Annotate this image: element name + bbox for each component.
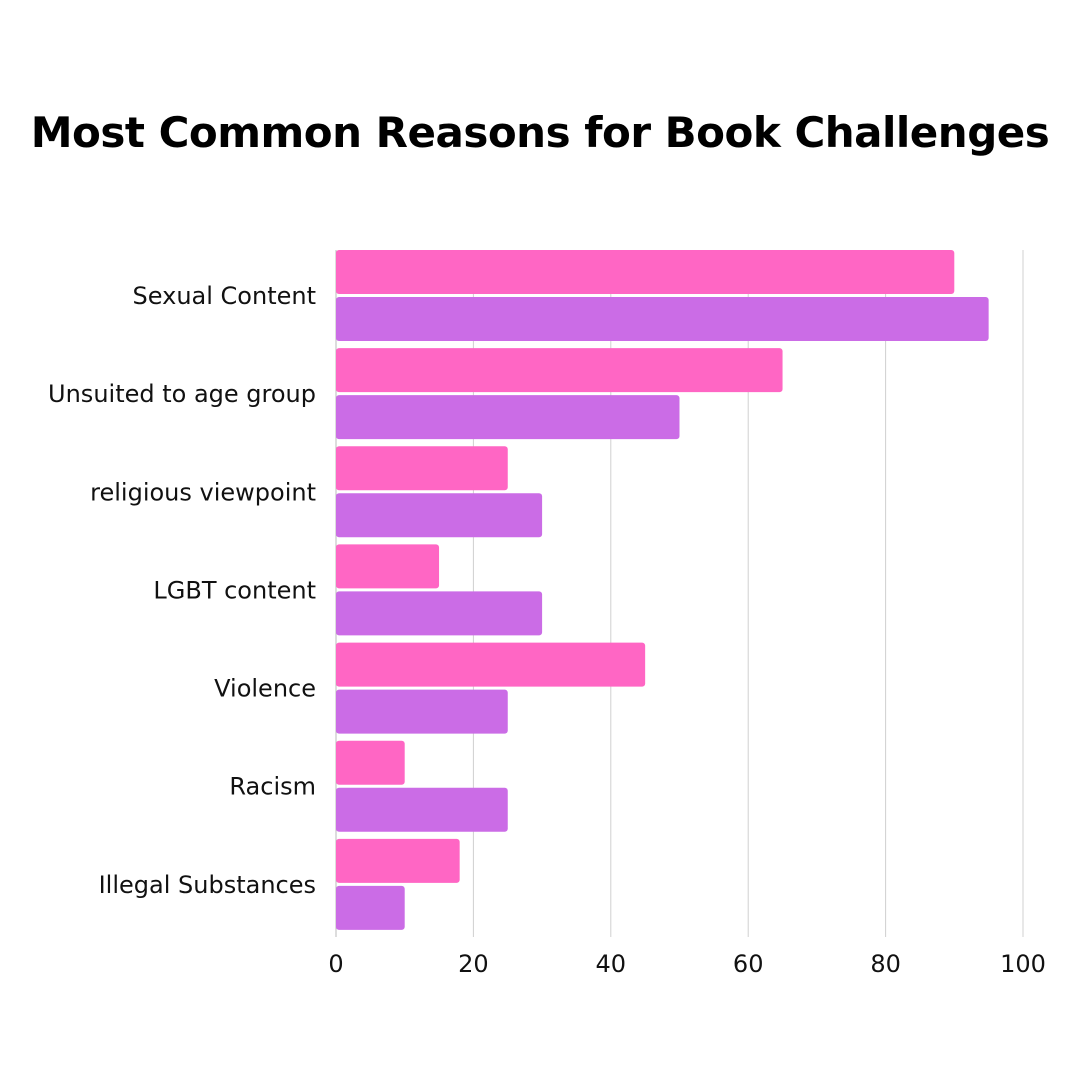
category-label: Sexual Content bbox=[133, 282, 316, 310]
bar-purple bbox=[336, 689, 508, 734]
category-label: religious viewpoint bbox=[90, 478, 316, 506]
bar-purple bbox=[336, 297, 989, 341]
x-tick-label: 0 bbox=[328, 950, 343, 978]
x-tick-label: 20 bbox=[458, 950, 489, 978]
bar-pink bbox=[336, 544, 440, 589]
x-tick-label: 80 bbox=[870, 950, 901, 978]
x-tick-label: 100 bbox=[1000, 950, 1046, 978]
x-tick-label: 40 bbox=[596, 950, 627, 978]
category-label: LGBT content bbox=[153, 576, 316, 604]
category-label: Illegal Substances bbox=[99, 871, 316, 899]
bar-pink bbox=[336, 348, 783, 393]
bar-purple bbox=[336, 885, 405, 930]
bar-pink bbox=[336, 740, 405, 785]
category-label: Unsuited to age group bbox=[48, 380, 316, 408]
bar-pink bbox=[336, 446, 508, 491]
category-label: Racism bbox=[229, 773, 316, 801]
x-tick-label: 60 bbox=[733, 950, 764, 978]
chart-title: Most Common Reasons for Book Challenges bbox=[30, 108, 1050, 157]
bar-purple bbox=[336, 493, 543, 538]
bar-purple bbox=[336, 591, 543, 636]
bar-pink bbox=[336, 642, 646, 687]
bar-pink bbox=[336, 838, 460, 883]
bar-purple bbox=[336, 395, 680, 440]
bar-pink bbox=[336, 250, 955, 294]
bar-purple bbox=[336, 787, 508, 832]
category-label: Violence bbox=[214, 675, 316, 703]
